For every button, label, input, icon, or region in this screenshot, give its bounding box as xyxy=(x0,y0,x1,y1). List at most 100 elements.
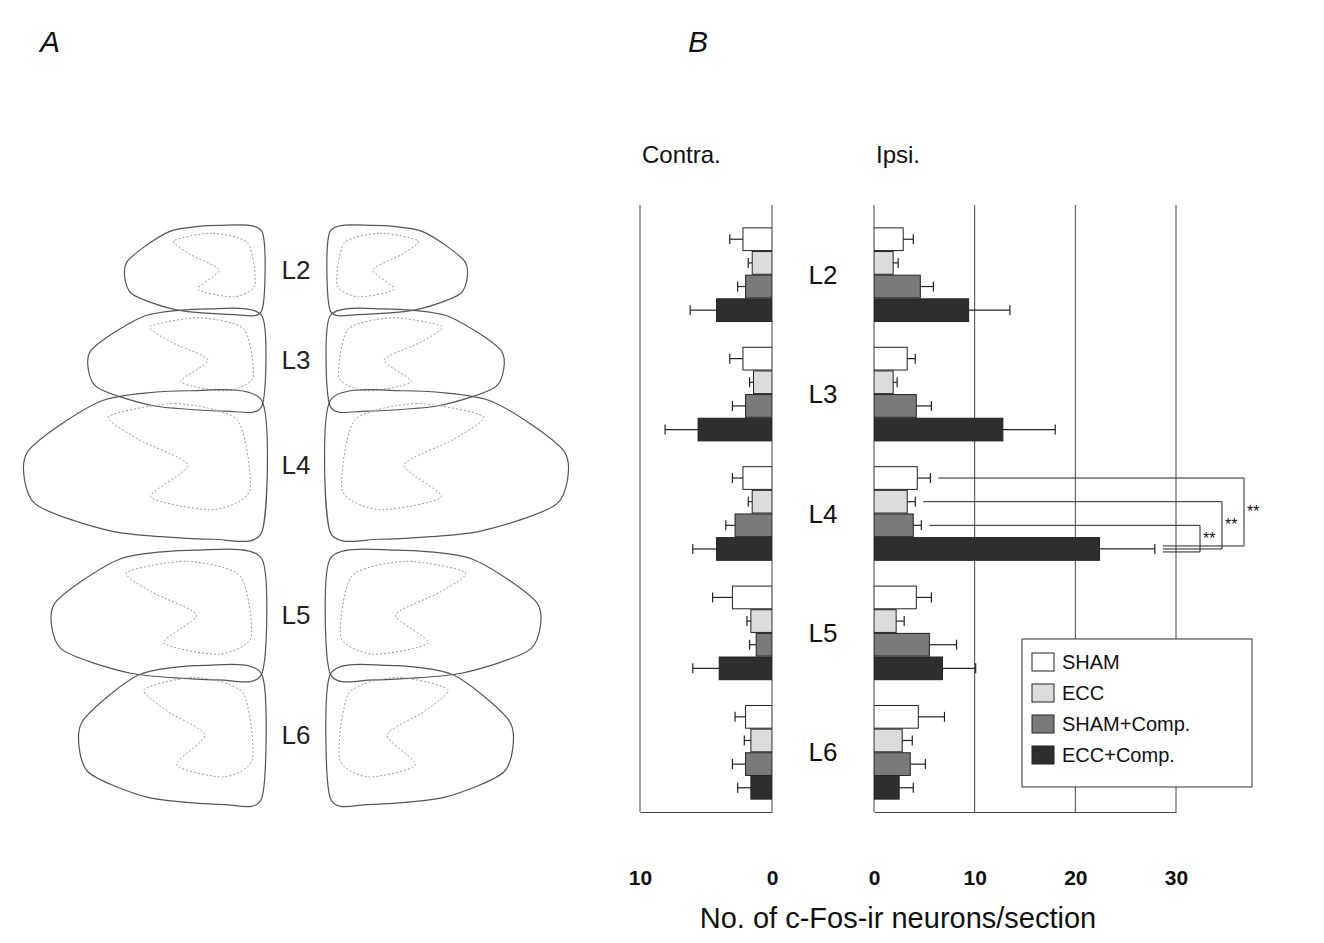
error-bar xyxy=(738,282,746,292)
legend: SHAMECCSHAM+Comp.ECC+Comp. xyxy=(1022,639,1252,787)
category-label: L5 xyxy=(809,618,838,648)
error-line xyxy=(918,716,944,717)
error-cap xyxy=(748,497,749,507)
error-line xyxy=(913,525,921,526)
error-bar xyxy=(732,401,745,411)
gray-matter xyxy=(339,318,443,391)
error-line xyxy=(907,358,915,359)
chart-title: Ipsi. xyxy=(876,141,920,168)
error-cap xyxy=(913,783,914,793)
section-outline xyxy=(327,225,468,316)
section-outline xyxy=(79,664,267,806)
section-outline xyxy=(124,225,265,316)
error-cap xyxy=(729,354,730,364)
error-cap xyxy=(898,258,899,268)
bar xyxy=(874,586,916,609)
error-bar xyxy=(1099,544,1154,554)
bar xyxy=(743,228,772,251)
grid-line xyxy=(640,205,641,812)
error-line xyxy=(732,477,743,478)
error-bar xyxy=(690,305,716,315)
bar xyxy=(874,395,916,418)
bar xyxy=(874,729,902,752)
error-bar xyxy=(750,640,757,650)
category-label: L6 xyxy=(809,737,838,767)
plot-marks xyxy=(665,228,772,799)
section-outline xyxy=(325,390,569,542)
error-bar xyxy=(899,783,913,793)
tick-label: 0 xyxy=(869,866,881,889)
bar xyxy=(746,275,772,298)
error-bar xyxy=(747,616,751,626)
bar xyxy=(698,418,772,441)
error-line xyxy=(750,644,757,645)
error-cap xyxy=(915,354,916,364)
error-cap xyxy=(734,712,735,722)
significance-bracket: ** xyxy=(929,525,1215,552)
section-outline xyxy=(326,664,514,806)
error-line xyxy=(690,310,716,311)
gray-matter xyxy=(144,677,253,777)
error-bar xyxy=(903,234,913,244)
error-bar xyxy=(693,544,717,554)
error-bar xyxy=(730,354,743,364)
axis-title: No. of c-Fos-ir neurons/section xyxy=(700,902,1096,934)
legend-label: ECC+Comp. xyxy=(1062,744,1175,766)
section-label: L3 xyxy=(282,345,311,375)
error-line xyxy=(732,764,745,765)
error-cap xyxy=(748,258,749,268)
error-bar xyxy=(929,640,956,650)
error-bar xyxy=(748,258,752,268)
category-label: L2 xyxy=(809,260,838,290)
error-cap xyxy=(1154,544,1155,554)
legend-label: SHAM+Comp. xyxy=(1062,713,1190,735)
error-bar xyxy=(726,520,735,530)
error-cap xyxy=(912,735,913,745)
bar xyxy=(751,610,772,633)
error-cap xyxy=(1009,305,1010,315)
error-bar xyxy=(916,592,931,602)
error-line xyxy=(910,764,925,765)
error-bar xyxy=(893,258,898,268)
section-outline xyxy=(51,549,267,682)
error-bar xyxy=(893,377,897,387)
bar xyxy=(874,514,913,537)
tick-label: 0 xyxy=(767,866,779,889)
error-cap xyxy=(749,640,750,650)
tick: 20 xyxy=(1064,812,1087,889)
x-axis: 100 xyxy=(629,812,779,889)
error-cap xyxy=(744,735,745,745)
gray-matter xyxy=(339,677,448,777)
error-bar xyxy=(713,592,733,602)
error-bar xyxy=(907,497,915,507)
tick: 30 xyxy=(1165,812,1188,889)
legend-swatch xyxy=(1032,684,1054,702)
section-outline xyxy=(325,549,541,682)
tick: 0 xyxy=(869,812,881,889)
error-cap xyxy=(746,616,747,626)
error-line xyxy=(730,239,743,240)
error-line xyxy=(1003,429,1055,430)
bar xyxy=(732,586,772,609)
bar xyxy=(874,275,920,298)
tick-label: 20 xyxy=(1064,866,1087,889)
bar xyxy=(743,467,772,490)
error-line xyxy=(942,668,975,669)
error-line xyxy=(744,740,751,741)
bar xyxy=(751,776,772,799)
tick: 0 xyxy=(767,812,779,889)
gray-matter xyxy=(173,233,255,297)
error-cap xyxy=(933,282,934,292)
error-cap xyxy=(930,473,931,483)
bar xyxy=(874,538,1099,561)
error-bar xyxy=(693,663,719,673)
error-cap xyxy=(944,712,945,722)
gray-matter xyxy=(342,404,484,510)
bracket-line xyxy=(929,525,1200,552)
bar xyxy=(752,252,772,275)
legend-swatch xyxy=(1032,746,1054,764)
error-line xyxy=(899,787,913,788)
significance-label: ** xyxy=(1247,503,1259,520)
error-line xyxy=(896,620,904,621)
error-cap xyxy=(749,377,750,387)
